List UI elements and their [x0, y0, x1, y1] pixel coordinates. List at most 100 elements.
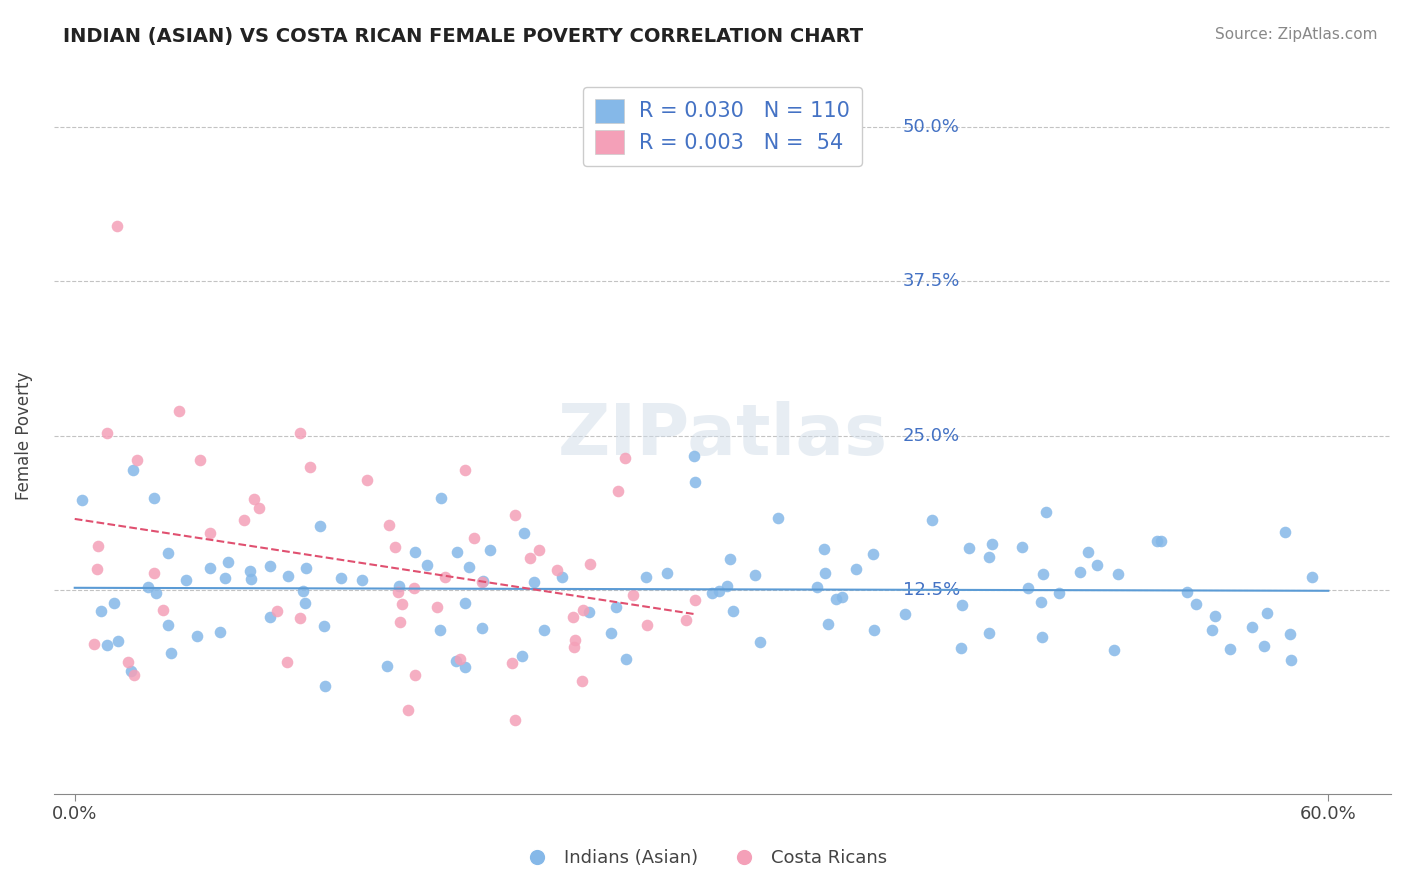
Point	[103, 596, 125, 610]
Point	[396, 703, 419, 717]
Point	[1102, 642, 1125, 657]
Point	[160, 646, 183, 660]
Point	[167, 404, 190, 418]
Point	[1204, 609, 1226, 624]
Point	[607, 484, 630, 499]
Point	[1241, 620, 1264, 634]
Point	[551, 570, 574, 584]
Point	[527, 543, 550, 558]
Point	[143, 491, 166, 505]
Point	[107, 633, 129, 648]
Point	[404, 668, 426, 682]
Point	[862, 547, 884, 561]
Point	[266, 604, 288, 618]
Point	[813, 542, 835, 557]
Point	[430, 491, 453, 505]
Point	[1219, 642, 1241, 657]
Point	[579, 557, 602, 571]
Point	[471, 621, 494, 635]
Point	[1085, 558, 1108, 573]
Point	[957, 541, 980, 556]
Point	[471, 574, 494, 589]
Point	[449, 652, 471, 666]
Point	[86, 562, 108, 576]
Point	[217, 555, 239, 569]
Point	[503, 508, 526, 523]
Point	[145, 586, 167, 600]
Point	[1069, 565, 1091, 579]
Point	[70, 492, 93, 507]
Point	[429, 624, 451, 638]
Point	[127, 453, 149, 467]
Point	[276, 656, 298, 670]
Point	[157, 618, 180, 632]
Point	[1274, 524, 1296, 539]
Point	[198, 560, 221, 574]
Point	[388, 579, 411, 593]
Point	[1107, 567, 1129, 582]
Point	[117, 655, 139, 669]
Point	[404, 545, 426, 559]
Point	[709, 584, 731, 599]
Point	[682, 449, 704, 463]
Point	[523, 574, 546, 589]
Point	[562, 610, 585, 624]
Point	[356, 473, 378, 487]
Point	[863, 623, 886, 637]
Point	[174, 573, 197, 587]
Point	[616, 652, 638, 666]
Point	[716, 579, 738, 593]
Point	[198, 525, 221, 540]
Point	[655, 566, 678, 581]
Point	[675, 613, 697, 627]
Point	[1035, 505, 1057, 519]
Point	[1201, 624, 1223, 638]
Text: 37.5%: 37.5%	[903, 272, 960, 290]
Point	[845, 562, 868, 576]
Point	[471, 574, 494, 589]
Point	[434, 570, 457, 584]
Point	[122, 668, 145, 682]
Point	[949, 640, 972, 655]
Point	[636, 618, 658, 632]
Legend: Indians (Asian), Costa Ricans: Indians (Asian), Costa Ricans	[512, 842, 894, 874]
Point	[186, 629, 208, 643]
Point	[564, 633, 586, 648]
Point	[120, 664, 142, 678]
Point	[636, 570, 658, 584]
Point	[259, 558, 281, 573]
Point	[259, 610, 281, 624]
Point	[388, 615, 411, 629]
Point	[314, 679, 336, 693]
Point	[90, 604, 112, 618]
Point	[513, 526, 536, 541]
Point	[979, 626, 1001, 640]
Point	[295, 560, 318, 574]
Point	[1011, 540, 1033, 554]
Point	[825, 592, 848, 607]
Point	[329, 571, 352, 585]
Point	[446, 544, 468, 558]
Point	[533, 624, 555, 638]
Legend: R = 0.030   N = 110, R = 0.003   N =  54: R = 0.030 N = 110, R = 0.003 N = 54	[583, 87, 862, 166]
Point	[1077, 544, 1099, 558]
Point	[510, 648, 533, 663]
Text: 25.0%: 25.0%	[903, 426, 960, 444]
Y-axis label: Female Poverty: Female Poverty	[15, 371, 32, 500]
Point	[546, 563, 568, 577]
Point	[599, 625, 621, 640]
Point	[605, 600, 627, 615]
Point	[247, 500, 270, 515]
Point	[894, 607, 917, 622]
Point	[384, 541, 406, 555]
Point	[1279, 626, 1302, 640]
Point	[463, 531, 485, 545]
Point	[814, 566, 837, 581]
Point	[1017, 582, 1039, 596]
Point	[96, 425, 118, 440]
Point	[718, 552, 741, 566]
Text: 50.0%: 50.0%	[903, 118, 960, 136]
Point	[1032, 567, 1054, 582]
Point	[1256, 606, 1278, 620]
Point	[83, 637, 105, 651]
